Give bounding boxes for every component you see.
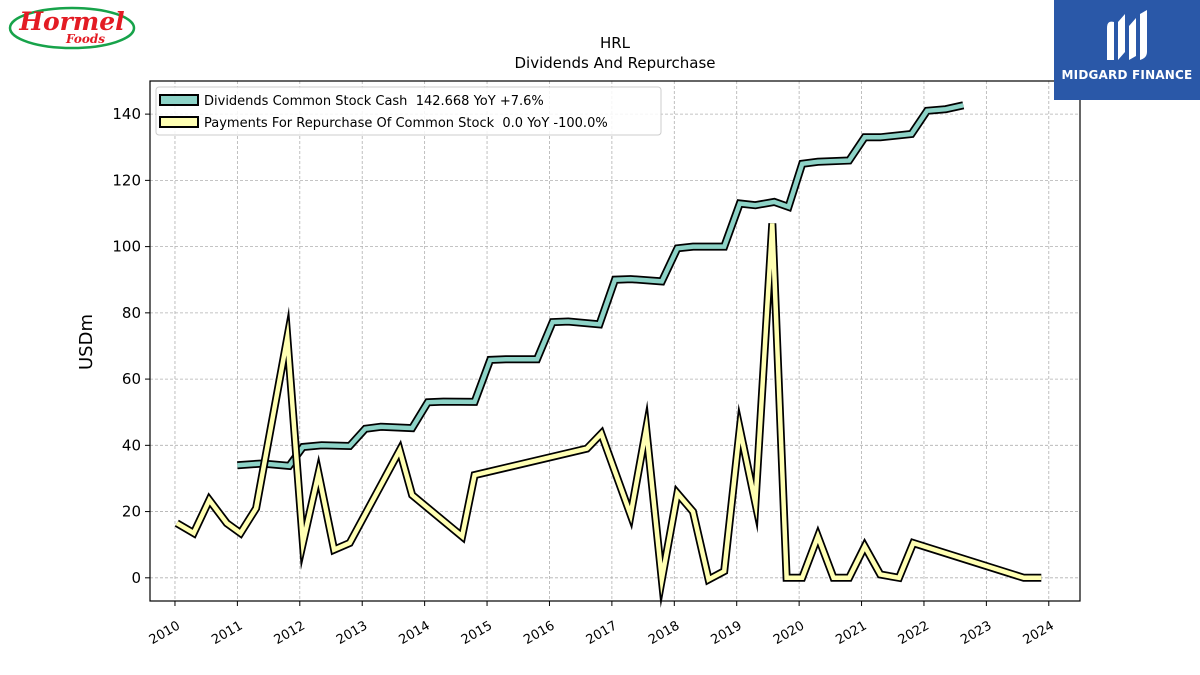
x-tick-label: 2014 (396, 618, 432, 648)
midgard-emblem-icon (1107, 10, 1147, 61)
x-tick-label: 2022 (896, 618, 932, 648)
legend-swatch-1 (159, 116, 199, 128)
y-tick-label: 40 (122, 436, 141, 454)
legend-box (155, 86, 662, 136)
hormel-foods-logo: Hormel Foods (8, 6, 136, 50)
legend: Dividends Common Stock Cash 142.668 YoY … (155, 86, 662, 136)
y-axis-label: USDm (76, 314, 97, 370)
plot-frame (149, 80, 1081, 602)
legend-label-0: Dividends Common Stock Cash 142.668 YoY … (204, 94, 544, 109)
x-tick-label: 2010 (147, 618, 183, 648)
series-line-outline-0 (237, 101, 965, 471)
midgard-finance-logo: MIDGARD FINANCE (1054, 0, 1200, 100)
x-tick-label: 2012 (272, 618, 308, 648)
axes: 0 20 40 60 80 100 120 140 2010 2011 2012 2013 2014 20… (112, 105, 1056, 648)
x-tick-label: 2020 (771, 618, 807, 648)
midgard-logo-text: MIDGARD FINANCE (1061, 68, 1193, 82)
chart-title: HRL (600, 34, 631, 52)
y-tick-label: 80 (122, 304, 141, 322)
grid (150, 81, 1080, 601)
legend-label-1: Payments For Repurchase Of Common Stock … (204, 116, 608, 131)
x-tick-label: 2019 (709, 618, 745, 648)
x-tick-label: 2023 (958, 618, 994, 648)
x-tick-label: 2024 (1021, 618, 1057, 648)
x-tick-label: 2016 (521, 618, 557, 648)
series-lines (174, 101, 1042, 608)
y-tick-label: 120 (112, 171, 141, 189)
y-tick-label: 100 (112, 238, 141, 256)
legend-swatch-0 (159, 94, 199, 106)
hormel-logo-text: Hormel (19, 7, 125, 36)
chart-subtitle: Dividends And Repurchase (514, 54, 715, 72)
x-tick-label: 2021 (833, 618, 869, 648)
series-line-1 (175, 223, 1042, 596)
y-tick-label: 140 (112, 105, 141, 123)
y-tick-label: 20 (122, 503, 141, 521)
x-tick-label: 2013 (334, 618, 370, 648)
y-tick-label: 60 (122, 370, 141, 388)
hormel-logo-subtext: Foods (66, 32, 106, 46)
x-tick-label: 2015 (459, 618, 495, 648)
x-tick-label: 2011 (209, 618, 245, 648)
series-line-0 (237, 103, 964, 469)
x-tick-label: 2018 (646, 618, 682, 648)
x-tick-label: 2017 (584, 618, 620, 648)
y-tick-label: 0 (131, 569, 141, 587)
